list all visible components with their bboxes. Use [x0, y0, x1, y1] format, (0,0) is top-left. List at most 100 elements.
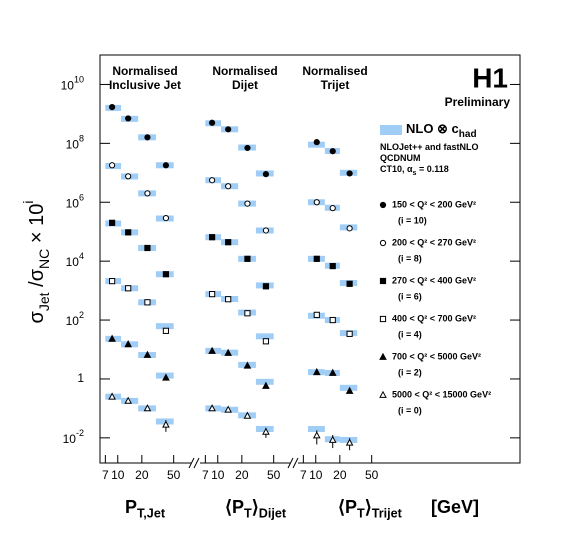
- x-tick-label: 50: [167, 468, 181, 482]
- marker: [208, 404, 216, 412]
- y-axis-label-part: Jet: [36, 292, 52, 311]
- x-axis-label-part: ⟩: [365, 497, 372, 517]
- y-tick-exp: 4: [79, 252, 84, 262]
- legend-sub: (i = 0): [398, 405, 422, 415]
- legend-sub: (i = 10): [398, 215, 427, 225]
- note-part: s: [413, 170, 417, 177]
- x-tick-label: 20: [135, 468, 149, 482]
- series: [205, 346, 274, 389]
- y-axis-label-part: NC: [36, 249, 52, 269]
- panel-header: Normalised: [302, 64, 367, 78]
- legend-sub: (i = 6): [398, 291, 422, 301]
- marker: [262, 283, 270, 290]
- y-tick-base: 10: [61, 79, 75, 93]
- marker: [244, 144, 251, 152]
- marker: [144, 299, 151, 306]
- marker: [225, 183, 232, 190]
- y-tick-label: 102: [66, 310, 84, 328]
- marker: [208, 346, 216, 354]
- chart-title: H1: [472, 62, 508, 93]
- x-axis-label-part: T,Jet: [137, 507, 166, 521]
- marker: [162, 373, 170, 381]
- marker: [379, 239, 387, 247]
- marker: [225, 126, 232, 133]
- y-axis-label-part: × 10: [26, 204, 48, 249]
- series: [307, 425, 358, 451]
- panel-header: Normalised: [112, 64, 177, 78]
- legend-label: 270 < Q² < 400 GeV²: [392, 275, 476, 285]
- legend-band-label: NLO ⊗ chad: [406, 121, 477, 139]
- nlo-band: [339, 436, 358, 443]
- marker: [144, 134, 151, 141]
- marker: [144, 244, 151, 252]
- marker: [209, 177, 216, 184]
- legend-band-sub: had: [459, 129, 477, 140]
- series: [205, 119, 274, 178]
- series: [307, 311, 358, 337]
- marker: [346, 330, 353, 337]
- series: [205, 177, 274, 234]
- y-tick-label: 10-2: [63, 428, 84, 446]
- series: [105, 219, 174, 278]
- y-tick-base: 10: [66, 255, 80, 269]
- x-tick-label: 50: [267, 468, 281, 482]
- series: [105, 392, 174, 432]
- legend-label: 200 < Q² < 270 GeV²: [392, 237, 476, 247]
- marker: [209, 291, 216, 298]
- legend-note: NLOJet++ and fastNLO: [380, 142, 479, 152]
- nlo-band: [339, 384, 358, 391]
- y-tick-exp: 2: [79, 310, 84, 320]
- x-tick-label: 7: [102, 468, 109, 482]
- marker: [109, 162, 116, 169]
- x-tick-label: 7: [202, 468, 209, 482]
- series: [307, 199, 358, 232]
- marker: [262, 227, 270, 234]
- marker: [124, 396, 133, 404]
- marker: [313, 199, 320, 206]
- marker: [162, 420, 170, 428]
- y-tick-exp: 6: [79, 193, 84, 203]
- y-axis-label-part: σ: [26, 310, 48, 323]
- marker: [328, 368, 337, 376]
- x-axis-label: ⟨PT⟩Dijet: [225, 497, 287, 521]
- x-axis-label-part: Dijet: [259, 507, 287, 521]
- marker: [162, 214, 170, 222]
- nlo-band: [307, 425, 325, 432]
- y-tick-label: 1010: [61, 75, 84, 93]
- series: [307, 255, 358, 287]
- marker: [379, 390, 387, 398]
- panel-header: Dijet: [232, 78, 258, 92]
- x-unit: [GeV]: [431, 497, 479, 517]
- marker: [345, 386, 354, 394]
- marker: [262, 427, 270, 435]
- x-axis-label-part: P: [125, 497, 137, 517]
- y-tick-exp: 10: [74, 75, 84, 85]
- y-tick-label: 1: [77, 371, 84, 385]
- x-tick-label: 10: [111, 468, 125, 482]
- y-tick-base: 10: [66, 138, 80, 152]
- y-tick-base: 10: [66, 314, 80, 328]
- legend-label: 150 < Q² < 200 GeV²: [392, 199, 476, 209]
- marker: [329, 262, 336, 270]
- marker: [143, 404, 152, 412]
- marker: [109, 104, 116, 111]
- x-tick-label: 20: [235, 468, 249, 482]
- marker: [328, 435, 337, 443]
- series: [105, 334, 174, 381]
- series: [105, 162, 174, 222]
- marker: [379, 277, 387, 285]
- series: [205, 234, 274, 290]
- marker: [224, 405, 233, 413]
- panel-header: Normalised: [212, 64, 277, 78]
- series: [307, 367, 358, 394]
- x-axis-label-part: T: [244, 507, 252, 521]
- legend-note: QCDNUM: [380, 153, 421, 163]
- note-part: CT10, α: [380, 164, 413, 174]
- y-tick-label: 108: [66, 134, 84, 152]
- marker: [125, 285, 132, 292]
- legend-band-text: NLO ⊗ c: [406, 121, 459, 136]
- series: [105, 278, 174, 334]
- marker: [244, 255, 251, 262]
- marker: [329, 205, 336, 212]
- marker: [162, 271, 170, 278]
